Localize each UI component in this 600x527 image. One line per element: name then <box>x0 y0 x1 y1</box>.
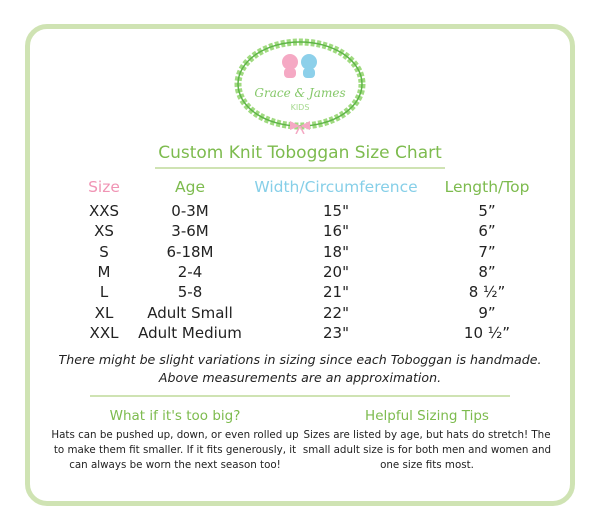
header-length: Length/Top <box>444 178 530 196</box>
header-size: Size <box>88 178 120 196</box>
grace-james-kids-logo: Grace & James KIDS <box>234 38 366 134</box>
table-row: M 2-4 20" 8” <box>0 263 600 283</box>
cell-width: 23" <box>323 323 349 342</box>
cell-size: S <box>99 242 109 261</box>
table-header: Size Age Width/Circumference Length/Top <box>0 178 600 198</box>
cell-size: XL <box>94 303 114 322</box>
cell-length: 8 ½” <box>468 283 506 302</box>
cell-size: XS <box>94 222 114 241</box>
cell-length: 7” <box>478 242 496 261</box>
cell-width: 22" <box>323 303 349 322</box>
cell-length: 6” <box>478 222 496 241</box>
cell-age: Adult Small <box>147 303 233 322</box>
cell-age: 5-8 <box>177 283 203 302</box>
tip-too-big: What if it's too big? Hats can be pushed… <box>50 408 300 473</box>
table-row: XL Adult Small 22" 9” <box>0 304 600 324</box>
cell-age: 2-4 <box>177 262 203 281</box>
cell-width: 20" <box>323 262 349 281</box>
table-row: XXS 0-3M 15" 5” <box>0 202 600 222</box>
tip-heading: Helpful Sizing Tips <box>365 408 489 424</box>
cell-width: 18" <box>323 242 349 261</box>
handmade-note: There might be slight variations in sizi… <box>0 351 600 387</box>
svg-text:KIDS: KIDS <box>291 103 310 112</box>
svg-text:Grace & James: Grace & James <box>254 86 345 100</box>
header-age: Age <box>175 178 205 196</box>
cell-age: 3-6M <box>171 222 209 241</box>
cell-length: 8” <box>478 262 496 281</box>
cell-age: 6-18M <box>166 242 214 261</box>
page-title: Custom Knit Toboggan Size Chart <box>158 143 442 163</box>
cell-age: Adult Medium <box>138 323 242 342</box>
table-row: L 5-8 21" 8 ½” <box>0 283 600 303</box>
header-width: Width/Circumference <box>254 178 418 196</box>
cell-width: 21" <box>323 283 349 302</box>
section-divider <box>90 395 510 397</box>
cell-length: 9” <box>478 303 496 322</box>
tip-body: Hats can be pushed up, down, or even rol… <box>51 429 299 471</box>
cell-width: 16" <box>323 222 349 241</box>
cell-length: 5” <box>478 202 496 220</box>
cell-size: M <box>97 262 111 281</box>
cell-size: L <box>99 283 109 302</box>
table-row: XS 3-6M 16" 6” <box>0 222 600 242</box>
cell-age: 0-3M <box>171 202 209 220</box>
title-divider <box>155 167 445 169</box>
table-row: S 6-18M 18" 7” <box>0 243 600 263</box>
tip-body: Sizes are listed by age, but hats do str… <box>302 429 552 471</box>
size-chart-card <box>25 24 575 506</box>
cell-width: 15" <box>323 202 349 220</box>
note-line-1: There might be slight variations in sizi… <box>58 352 542 367</box>
tip-sizing: Helpful Sizing Tips Sizes are listed by … <box>302 408 552 473</box>
cell-size: XXL <box>89 323 119 342</box>
note-line-2: Above measurements are an approximation. <box>158 370 442 385</box>
cell-size: XXS <box>88 202 120 220</box>
tip-heading: What if it's too big? <box>109 408 241 424</box>
table-row: XXL Adult Medium 23" 10 ½” <box>0 324 600 344</box>
cell-length: 10 ½” <box>463 323 511 342</box>
